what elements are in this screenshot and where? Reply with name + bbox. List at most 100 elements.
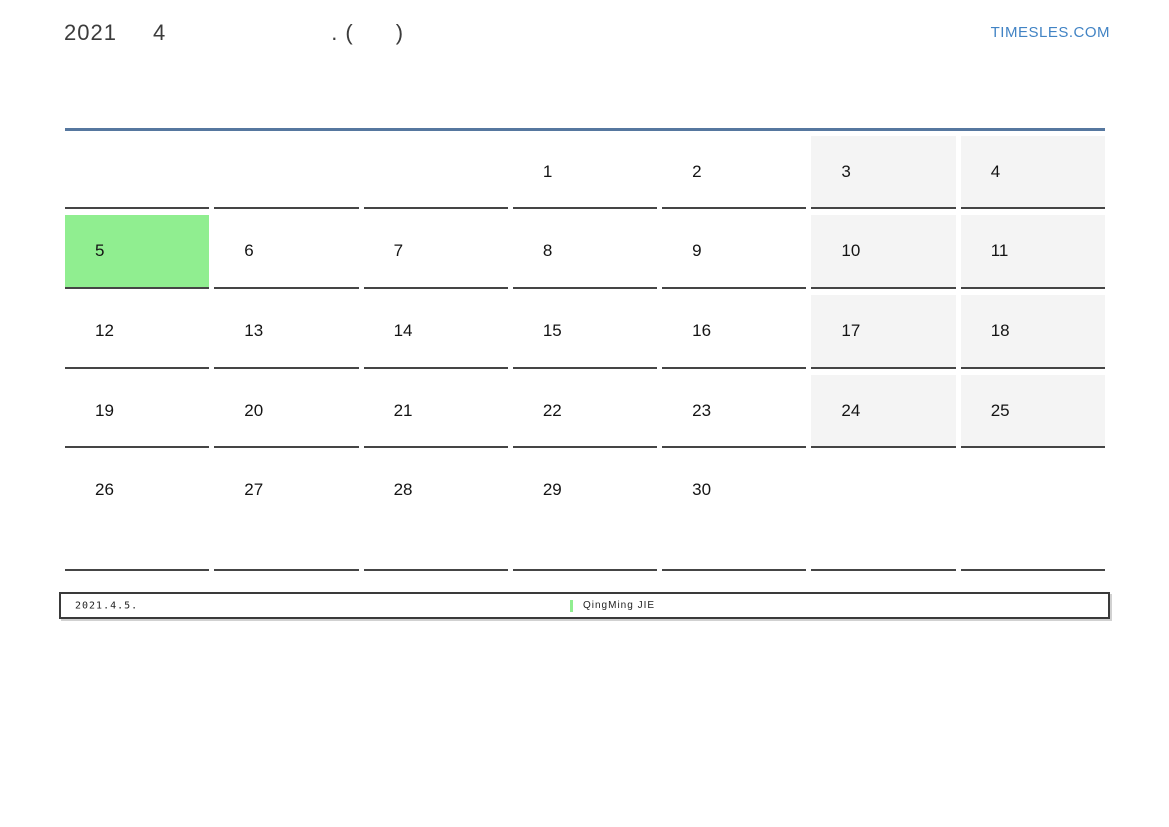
day-cell-12: 12 <box>65 295 210 369</box>
day-number: 14 <box>393 320 413 340</box>
day-cell-7: 7 <box>363 215 508 289</box>
day-number: 18 <box>990 320 1010 340</box>
day-cell-content: 27 <box>214 454 358 525</box>
page-title: 2021 4 . () <box>64 20 404 46</box>
day-number: 17 <box>841 320 861 340</box>
day-cell-empty <box>811 454 956 571</box>
title-year: 2021 <box>64 20 117 45</box>
day-cell-content: 15 <box>513 295 657 366</box>
day-cell-content: 11 <box>961 215 1105 286</box>
day-cell-26: 26 <box>65 454 210 571</box>
day-cell-29: 29 <box>512 454 658 571</box>
day-cell-content: 26 <box>65 454 209 525</box>
day-number: 5 <box>95 240 105 260</box>
day-cell-content: 28 <box>364 454 508 525</box>
day-number: 8 <box>542 240 553 260</box>
day-cell-empty <box>363 136 508 209</box>
day-cell-content: 9 <box>662 215 806 286</box>
day-cell-empty <box>65 136 210 209</box>
day-cell-2: 2 <box>662 136 807 209</box>
day-cell-8: 8 <box>512 215 658 289</box>
day-number: 27 <box>244 479 264 499</box>
day-cell-content: 4 <box>961 136 1105 207</box>
day-number: 26 <box>95 479 114 499</box>
title-punct-close: ) <box>395 20 405 45</box>
day-cell-content: 18 <box>961 295 1105 366</box>
day-cell-4: 4 <box>960 136 1105 209</box>
day-number: 22 <box>542 400 562 420</box>
day-cell-17: 17 <box>811 295 956 369</box>
day-number: 30 <box>692 479 712 499</box>
day-number: 15 <box>542 320 562 340</box>
day-cell-3: 3 <box>811 136 956 209</box>
day-cell-23: 23 <box>662 375 807 448</box>
day-cell-25: 25 <box>960 375 1105 448</box>
day-cell-content: 14 <box>364 295 508 366</box>
day-cell-22: 22 <box>512 375 658 448</box>
day-cell-28: 28 <box>363 454 508 571</box>
day-cell-content: 7 <box>364 215 508 286</box>
timesles-site-link[interactable]: TIMESLES.COM <box>990 24 1110 41</box>
day-cell-21: 21 <box>363 375 508 448</box>
day-number: 9 <box>692 240 702 260</box>
day-number: 2 <box>692 161 702 181</box>
day-cell-1: 1 <box>512 136 658 209</box>
day-cell-13: 13 <box>214 295 359 369</box>
day-cell-11: 11 <box>960 215 1105 289</box>
day-cell-30: 30 <box>662 454 807 571</box>
legend-holiday-name: QingMing JIE <box>583 600 656 611</box>
day-number: 1 <box>542 161 553 181</box>
day-cell-content: 17 <box>811 295 955 366</box>
day-number: 13 <box>244 320 264 340</box>
legend-bar: 2021.4.5. QingMing JIE <box>59 592 1110 619</box>
day-number: 10 <box>841 240 861 260</box>
day-number: 19 <box>95 400 114 420</box>
day-cell-content <box>65 136 209 207</box>
day-cell-content: 19 <box>65 375 209 446</box>
day-number: 21 <box>393 400 413 420</box>
day-cell-content: 25 <box>961 375 1105 446</box>
day-cell-14: 14 <box>363 295 508 369</box>
calendar-grid: 1 2 3 4 5 6 7 8 9 10 11 12 13 14 15 16 17 18 19 20 21 22 23 24 2… <box>65 136 1105 571</box>
day-number: 23 <box>692 400 712 420</box>
day-number: 24 <box>841 400 861 420</box>
day-cell-content: 24 <box>811 375 955 446</box>
day-number: 7 <box>393 240 404 260</box>
day-cell-empty <box>960 454 1105 571</box>
day-cell-content <box>961 454 1105 525</box>
day-cell-16: 16 <box>662 295 807 369</box>
day-cell-empty <box>214 136 359 209</box>
day-cell-27: 27 <box>214 454 359 571</box>
legend-date: 2021.4.5. <box>75 600 139 611</box>
day-cell-content: 5 <box>65 215 209 286</box>
day-number: 25 <box>990 400 1010 420</box>
day-number: 16 <box>692 320 712 340</box>
day-cell-content: 2 <box>662 136 806 207</box>
day-number: 28 <box>393 479 413 499</box>
day-cell-10: 10 <box>811 215 956 289</box>
day-cell-5: 5 <box>65 215 210 289</box>
day-cell-15: 15 <box>512 295 658 369</box>
day-cell-content: 23 <box>662 375 806 446</box>
day-cell-content: 16 <box>662 295 806 366</box>
day-number: 20 <box>244 400 264 420</box>
day-cell-24: 24 <box>811 375 956 448</box>
day-cell-19: 19 <box>65 375 210 448</box>
day-number: 4 <box>990 161 1001 181</box>
day-number: 29 <box>542 479 562 499</box>
holiday-color-swatch-icon <box>570 599 573 612</box>
calendar: 1 2 3 4 5 6 7 8 9 10 11 12 13 14 15 16 17 18 19 20 21 22 23 24 2… <box>65 128 1105 571</box>
day-number: 3 <box>841 161 851 181</box>
day-cell-20: 20 <box>214 375 359 448</box>
day-cell-content: 6 <box>214 215 358 286</box>
title-month: 4 <box>152 20 167 45</box>
day-cell-content: 13 <box>214 295 358 366</box>
day-number: 11 <box>990 240 1009 260</box>
day-cell-content: 30 <box>662 454 806 525</box>
title-punct-open: . ( <box>331 20 354 45</box>
legend-item-qingming: QingMing JIE <box>570 599 656 612</box>
day-cell-content <box>214 136 358 207</box>
day-cell-18: 18 <box>960 295 1105 369</box>
day-cell-content: 3 <box>811 136 955 207</box>
day-cell-content <box>364 136 508 207</box>
